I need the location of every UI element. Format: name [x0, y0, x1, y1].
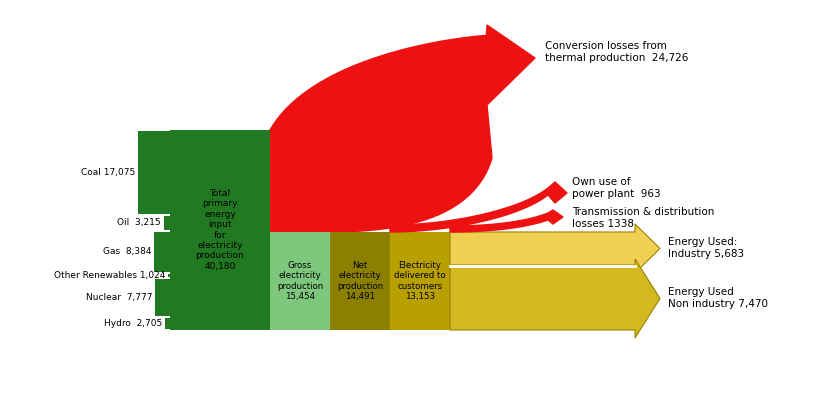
Text: Energy Used
Non industry 7,470: Energy Used Non industry 7,470: [668, 287, 768, 309]
Polygon shape: [450, 224, 660, 273]
Bar: [156, 279, 170, 316]
Text: Gross
electricity
production
15,454: Gross electricity production 15,454: [277, 261, 323, 301]
Polygon shape: [450, 210, 563, 232]
Text: Conversion losses from
thermal production  24,726: Conversion losses from thermal productio…: [545, 41, 689, 63]
Bar: [154, 232, 170, 272]
Text: Total
primary
energy
input
for
electricity
production
40,180: Total primary energy input for electrici…: [196, 189, 244, 271]
Text: Other Renewables 1,024: Other Renewables 1,024: [54, 271, 165, 280]
Bar: [330, 232, 390, 330]
Text: Energy Used:
Industry 5,683: Energy Used: Industry 5,683: [668, 237, 744, 259]
Polygon shape: [270, 25, 535, 232]
Text: Net
electricity
production
14,491: Net electricity production 14,491: [337, 261, 384, 301]
Bar: [165, 318, 170, 329]
Bar: [164, 216, 170, 230]
Bar: [138, 131, 170, 214]
Bar: [390, 232, 450, 330]
Text: Own use of
power plant  963: Own use of power plant 963: [572, 177, 661, 199]
Text: Transmission & distribution
losses 1338: Transmission & distribution losses 1338: [572, 207, 714, 229]
Text: Coal 17,075: Coal 17,075: [81, 168, 135, 177]
Text: Electricity
delivered to
customers
13,153: Electricity delivered to customers 13,15…: [394, 261, 446, 301]
Text: Nuclear  7,777: Nuclear 7,777: [86, 293, 153, 302]
Bar: [168, 274, 170, 277]
Bar: [170, 130, 270, 330]
Text: Hydro  2,705: Hydro 2,705: [104, 319, 162, 328]
Text: Gas  8,384: Gas 8,384: [103, 247, 151, 256]
Text: Oil  3,215: Oil 3,215: [118, 218, 161, 227]
Bar: [270, 232, 330, 330]
Polygon shape: [390, 182, 567, 232]
Polygon shape: [450, 259, 660, 338]
